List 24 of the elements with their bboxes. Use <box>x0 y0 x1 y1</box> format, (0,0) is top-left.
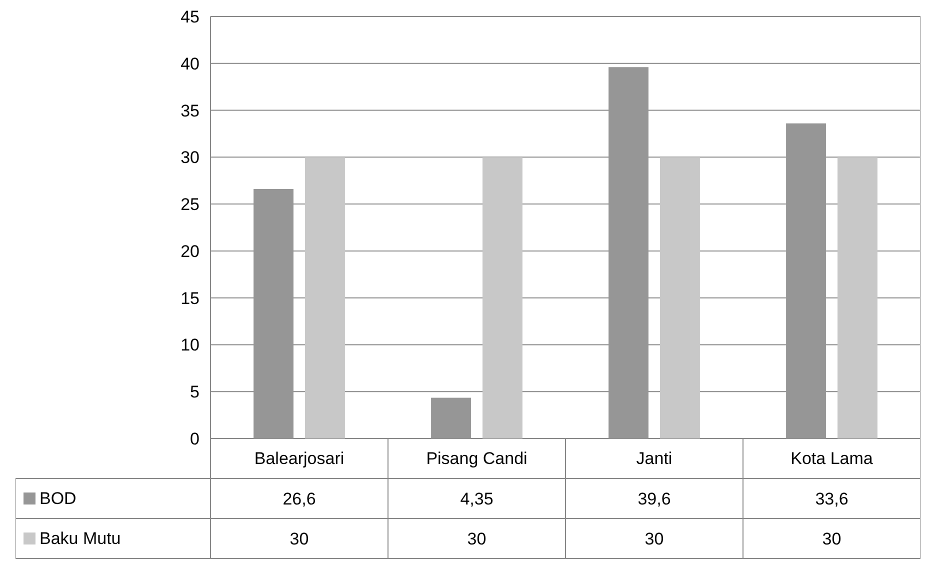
data-label: 26,6 <box>282 490 316 508</box>
y-tick-label: 0 <box>190 430 200 448</box>
y-tick-label: 40 <box>180 54 200 74</box>
y-tick-label: 20 <box>180 242 200 261</box>
data-label: 4,35 <box>460 490 494 508</box>
y-tick-label: 25 <box>180 195 200 214</box>
y-tick-label: 35 <box>180 101 200 120</box>
y-tick-label: 30 <box>180 148 200 168</box>
data-label: 33,6 <box>815 490 848 508</box>
x-tick-label: Kota Lama <box>790 449 874 468</box>
data-label: 30 <box>644 530 664 548</box>
data-label: 30 <box>467 530 486 548</box>
x-tick-label: Pisang Candi <box>426 449 528 468</box>
data-label: 39,6 <box>638 490 671 508</box>
data-label: 30 <box>822 530 842 548</box>
legend-label: Baku Mutu <box>40 529 121 548</box>
y-tick-label: 5 <box>190 382 200 402</box>
y-tick-label: 15 <box>180 288 200 308</box>
x-tick-label: Janti <box>636 449 672 468</box>
y-tick-label: 45 <box>180 8 200 26</box>
data-label: 30 <box>290 530 309 548</box>
y-tick-label: 10 <box>180 336 200 355</box>
x-tick-label: Balearjosari <box>254 449 344 468</box>
legend-label: BOD <box>40 489 76 508</box>
